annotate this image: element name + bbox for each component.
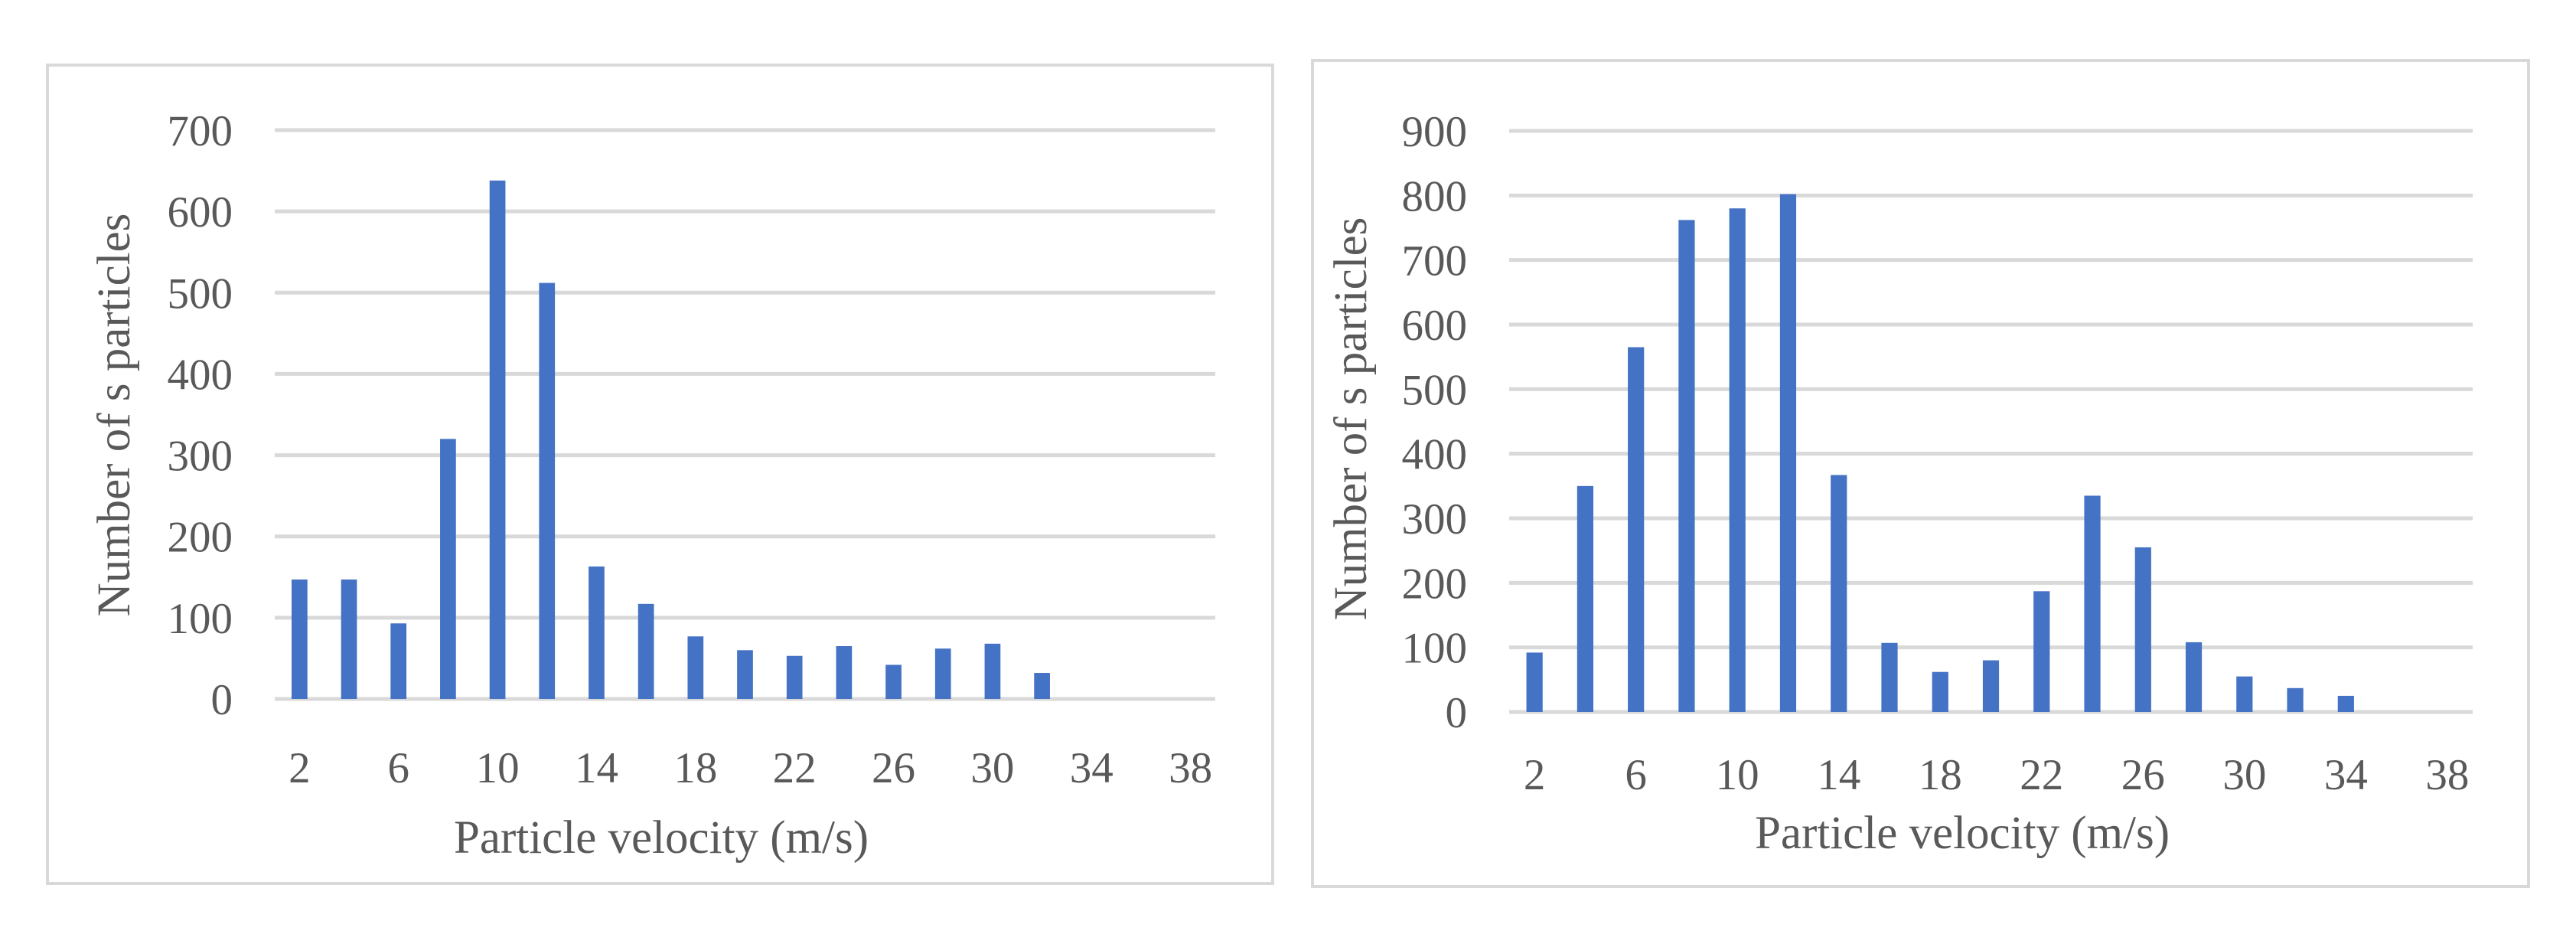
y-tick-label: 100 [168,595,233,643]
bar [737,650,753,699]
x-tick-label: 14 [575,744,618,792]
x-tick-label: 2 [289,744,311,792]
bar [637,603,654,699]
x-tick-label: 2 [1524,751,1546,799]
chart-panel-left: 0 100 200 300 400 500 600 700 2 6 10 14 18 22 26 30 34 38… [46,64,1274,885]
bar [934,648,951,699]
bar [341,579,357,699]
x-tick-label: 22 [2020,751,2063,799]
bar [1729,208,1746,712]
x-tick-label: 6 [1625,751,1647,799]
bar [2236,676,2253,712]
x-tick-label: 38 [1169,744,1212,792]
bar [390,623,407,699]
bar [440,439,456,699]
bar [1678,220,1695,712]
y-tick-label: 600 [1402,302,1468,350]
bar [2185,642,2203,712]
bar [2134,547,2151,712]
y-axis-title: Number of s particles [1325,217,1377,621]
bar [1982,660,2000,712]
bar [2287,687,2304,712]
x-tick-label: 26 [2121,751,2165,799]
bar [1881,642,1898,712]
y-tick-label: 100 [1402,625,1468,673]
bar [2084,495,2101,712]
y-axis-title: Number of s particles [89,214,140,617]
bar [786,655,803,699]
x-tick-label: 18 [673,744,717,792]
bar [1577,485,1593,712]
x-axis-title: Particle velocity (m/s) [1755,808,2170,859]
chart-panel-right: 0 100 200 300 400 500 600 700 800 900 2 6 10 14 18 22 26… [1311,59,2530,888]
y-tick-label: 800 [1402,172,1468,220]
bar [687,636,704,699]
bar [1034,673,1050,699]
bar [836,646,853,699]
x-tick-label: 10 [1716,751,1759,799]
x-tick-label: 26 [872,744,915,792]
bar [984,643,1001,699]
x-tick-label: 34 [1070,744,1114,792]
x-tick-label: 30 [2222,751,2266,799]
bar [1526,652,1543,712]
y-tick-label: 500 [1402,366,1468,414]
y-tick-label: 300 [168,433,233,481]
bar [1779,194,1797,712]
y-tick-label: 200 [168,514,233,562]
y-tick-label: 500 [168,269,233,318]
y-tick-label: 900 [1402,108,1468,156]
bar [291,579,308,699]
bar [1932,671,1948,712]
y-tick-label: 700 [1402,237,1468,286]
y-tick-label: 300 [1402,495,1468,544]
bar [2337,695,2354,712]
y-tick-label: 0 [211,676,233,724]
x-axis-title: Particle velocity (m/s) [454,812,869,864]
x-tick-label: 18 [1919,751,1962,799]
x-tick-label: 14 [1817,751,1860,799]
y-tick-label: 200 [1402,560,1468,608]
bar [1628,347,1645,712]
y-tick-label: 600 [168,188,233,237]
x-tick-label: 6 [387,744,409,792]
x-tick-label: 22 [773,744,817,792]
x-tick-label: 38 [2425,751,2469,799]
bar [885,665,902,699]
bar [489,180,506,699]
y-tick-label: 700 [168,107,233,155]
bar [1831,475,1847,712]
bar [2033,591,2050,712]
y-tick-label: 0 [1446,689,1468,737]
y-tick-label: 400 [1402,431,1468,479]
x-tick-label: 34 [2324,751,2368,799]
x-tick-label: 30 [970,744,1014,792]
x-tick-label: 10 [476,744,520,792]
bar [589,566,605,699]
bar [539,282,556,699]
y-tick-label: 400 [168,351,233,399]
